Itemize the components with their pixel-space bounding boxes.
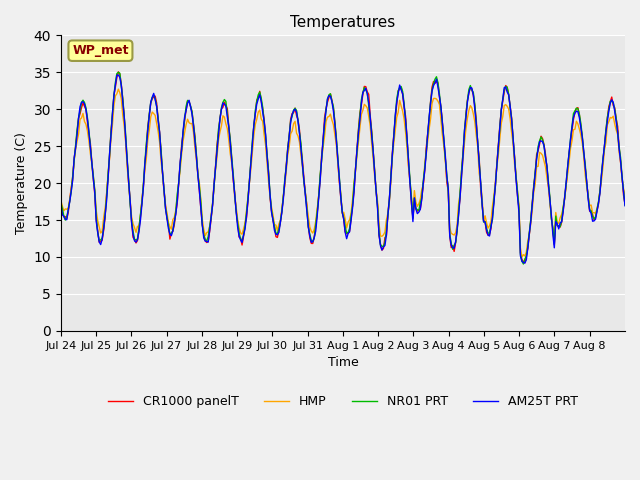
HMP [546, 200, 554, 206]
HMP [621, 192, 629, 198]
NR01 PRT [94, 230, 102, 236]
Line: CR1000 panelT: CR1000 panelT [61, 72, 625, 263]
HMP [518, 254, 525, 260]
AM25T PRT [57, 202, 65, 207]
Title: Temperatures: Temperatures [291, 15, 396, 30]
AM25T PRT [461, 128, 468, 133]
HMP [115, 86, 122, 92]
HMP [461, 140, 468, 145]
AM25T PRT [521, 260, 529, 266]
Y-axis label: Temperature (C): Temperature (C) [15, 132, 28, 234]
HMP [57, 198, 65, 204]
CR1000 panelT [349, 203, 356, 208]
CR1000 panelT [57, 199, 65, 204]
CR1000 panelT [94, 228, 102, 234]
HMP [349, 197, 356, 203]
AM25T PRT [94, 229, 102, 235]
NR01 PRT [115, 70, 122, 75]
Line: AM25T PRT: AM25T PRT [61, 75, 625, 263]
CR1000 panelT [76, 111, 84, 117]
HMP [620, 186, 627, 192]
CR1000 panelT [620, 192, 627, 198]
NR01 PRT [57, 200, 65, 206]
Line: HMP: HMP [61, 89, 625, 257]
AM25T PRT [620, 189, 627, 195]
AM25T PRT [349, 205, 356, 211]
Legend: CR1000 panelT, HMP, NR01 PRT, AM25T PRT: CR1000 panelT, HMP, NR01 PRT, AM25T PRT [103, 390, 583, 413]
HMP [94, 218, 102, 224]
NR01 PRT [461, 128, 468, 133]
AM25T PRT [546, 197, 554, 203]
CR1000 panelT [521, 260, 529, 266]
AM25T PRT [76, 104, 84, 109]
NR01 PRT [546, 194, 554, 200]
NR01 PRT [621, 202, 629, 208]
CR1000 panelT [621, 201, 629, 207]
NR01 PRT [349, 203, 356, 209]
NR01 PRT [76, 108, 84, 114]
Text: WP_met: WP_met [72, 44, 129, 57]
CR1000 panelT [461, 132, 468, 138]
CR1000 panelT [115, 69, 122, 75]
AM25T PRT [115, 72, 122, 78]
CR1000 panelT [546, 196, 554, 202]
NR01 PRT [520, 261, 527, 267]
NR01 PRT [620, 188, 627, 194]
AM25T PRT [621, 203, 629, 209]
HMP [76, 117, 84, 122]
X-axis label: Time: Time [328, 356, 358, 369]
Line: NR01 PRT: NR01 PRT [61, 72, 625, 264]
